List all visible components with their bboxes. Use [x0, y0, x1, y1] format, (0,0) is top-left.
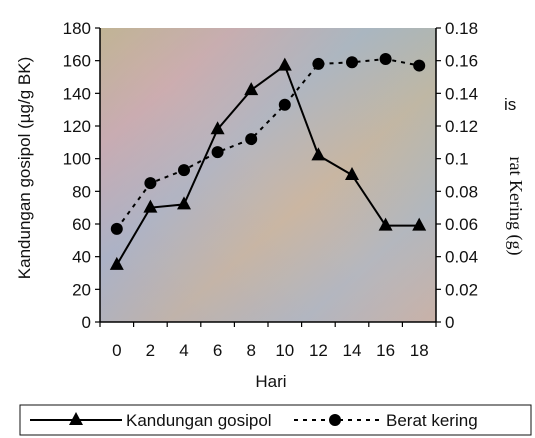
- y-left-tick-label: 20: [72, 280, 91, 299]
- x-tick-label: 8: [246, 341, 255, 360]
- y-axis-right-fragment: is: [504, 95, 516, 114]
- x-tick-label: 10: [275, 341, 294, 360]
- y-right-tick-label: 0.06: [445, 215, 478, 234]
- y-left-tick-label: 80: [72, 182, 91, 201]
- x-axis-title: Hari: [255, 372, 286, 391]
- y-right-tick-label: 0.12: [445, 117, 478, 136]
- data-point-berat-kering: [245, 133, 257, 145]
- x-tick-label: 2: [146, 341, 155, 360]
- legend-label-berat: Berat kering: [386, 411, 478, 430]
- plot-area-overlay: [100, 28, 436, 322]
- y-right-tick-label: 0.18: [445, 19, 478, 38]
- x-tick-label: 6: [213, 341, 222, 360]
- data-point-berat-kering: [212, 146, 224, 158]
- y-left-tick-label: 60: [72, 215, 91, 234]
- x-tick-label: 14: [343, 341, 362, 360]
- x-tick-label: 12: [309, 341, 328, 360]
- y-right-tick-label: 0.02: [445, 280, 478, 299]
- y-left-tick-label: 160: [63, 52, 91, 71]
- x-tick-label: 0: [112, 341, 121, 360]
- x-tick-label: 4: [179, 341, 188, 360]
- data-point-berat-kering: [178, 164, 190, 176]
- data-point-berat-kering: [111, 223, 123, 235]
- y-right-tick-label: 0.1: [445, 150, 469, 169]
- y-right-tick-label: 0.16: [445, 52, 478, 71]
- y-right-tick-label: 0.08: [445, 182, 478, 201]
- data-point-berat-kering: [346, 56, 358, 68]
- y-left-tick-label: 180: [63, 19, 91, 38]
- data-point-berat-kering: [413, 60, 425, 72]
- legend-label-gosipol: Kandungan gosipol: [126, 411, 272, 430]
- y-axis-left-title: Kandungan gosipol (µg/g BK): [15, 57, 34, 279]
- legend-marker-circle: [329, 414, 341, 426]
- y-left-tick-label: 100: [63, 150, 91, 169]
- y-left-tick-label: 0: [82, 313, 91, 332]
- data-point-berat-kering: [279, 99, 291, 111]
- y-axis-right-title: rat Kering (g): [505, 157, 526, 256]
- plot-background: [100, 28, 436, 322]
- x-tick-label: 16: [376, 341, 395, 360]
- y-left-tick-label: 120: [63, 117, 91, 136]
- y-left-tick-label: 140: [63, 84, 91, 103]
- y-right-tick-label: 0: [445, 313, 454, 332]
- data-point-berat-kering: [144, 177, 156, 189]
- y-left-tick-label: 40: [72, 248, 91, 267]
- y-right-tick-label: 0.14: [445, 84, 478, 103]
- data-point-berat-kering: [380, 53, 392, 65]
- legend: Kandungan gosipol Berat kering: [20, 405, 531, 435]
- y-right-tick-label: 0.04: [445, 248, 478, 267]
- data-point-berat-kering: [312, 58, 324, 70]
- x-tick-label: 18: [410, 341, 429, 360]
